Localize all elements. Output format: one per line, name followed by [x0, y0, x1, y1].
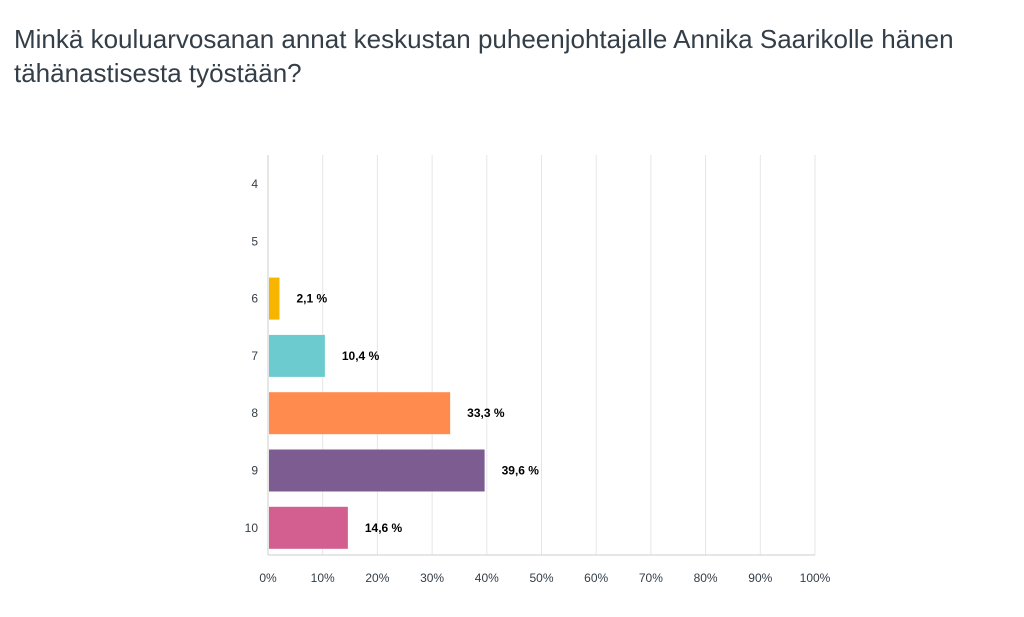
x-tick-label: 70% — [639, 571, 663, 585]
x-tick-label: 50% — [529, 571, 553, 585]
bars — [269, 277, 485, 549]
bar — [269, 449, 485, 492]
x-tick-label: 80% — [694, 571, 718, 585]
category-label: 10 — [245, 521, 259, 535]
bar — [269, 334, 325, 377]
category-label: 7 — [251, 349, 258, 363]
data-label: 2,1 % — [296, 292, 327, 306]
category-label: 6 — [251, 292, 258, 306]
data-label: 39,6 % — [502, 464, 540, 478]
category-label: 4 — [251, 177, 258, 191]
chart-title: Minkä kouluarvosanan annat keskustan puh… — [14, 24, 954, 88]
x-tick-label: 60% — [584, 571, 608, 585]
category-label: 5 — [251, 234, 258, 248]
data-label: 10,4 % — [342, 349, 380, 363]
labels: 0% 10% 20% 30% 40% 50% 60% 70% 80% 90% 100% 4 5 6 2,1 … — [245, 177, 831, 585]
data-label: 14,6 % — [365, 521, 403, 535]
x-tick-label: 90% — [748, 571, 772, 585]
gridlines — [322, 155, 816, 555]
category-label: 8 — [251, 406, 258, 420]
x-tick-label: 40% — [475, 571, 499, 585]
data-label: 33,3 % — [467, 406, 505, 420]
bar — [269, 506, 348, 549]
x-tick-label: 20% — [365, 571, 389, 585]
bar — [269, 277, 280, 320]
x-tick-label: 30% — [420, 571, 444, 585]
bar — [269, 392, 451, 435]
axes — [267, 155, 815, 556]
x-tick-label: 0% — [259, 571, 277, 585]
x-tick-label: 100% — [800, 571, 831, 585]
category-label: 9 — [251, 464, 258, 478]
x-tick-label: 10% — [311, 571, 335, 585]
